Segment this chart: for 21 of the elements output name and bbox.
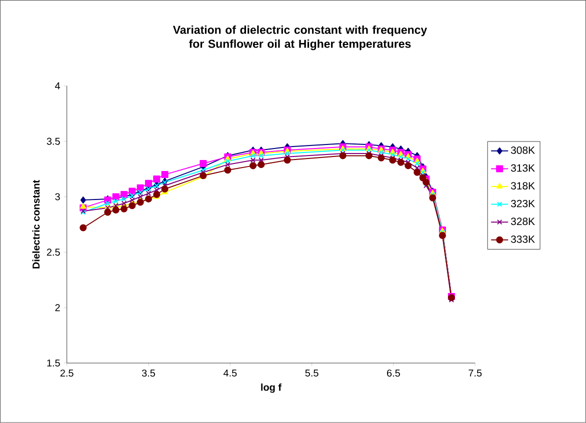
x-tick-label: 3.5: [142, 370, 156, 377]
y-tick-label: 4: [55, 82, 60, 90]
x-tick-label: 7.5: [468, 370, 482, 377]
y-tick-label: 3: [55, 193, 60, 200]
x-tick-label: 5.5: [305, 370, 318, 377]
legend-label: 323K: [510, 200, 535, 208]
x-tick-label: 4.5: [223, 370, 237, 377]
y-tick-label: 2.5: [46, 248, 60, 256]
y-tick-label: 3.5: [46, 138, 60, 145]
x-axis-title: log f: [261, 384, 282, 393]
legend-label: 308K: [510, 146, 535, 154]
y-tick-label: 1.5: [47, 360, 60, 367]
x-tick-label: 6.5: [387, 370, 400, 377]
x-tick-label: 2.5: [60, 370, 74, 377]
y-axis-title: Dielectric constant: [32, 180, 40, 268]
legend-label: 333K: [510, 236, 535, 243]
chart-title: Variation of dielectric constant with frequency for Sunflower oil at Higher temperatures: [172, 26, 428, 50]
legend-label: 318K: [510, 182, 535, 190]
y-tick-label: 2: [55, 304, 60, 312]
legend-label: 313K: [510, 164, 535, 172]
legend-label: 328K: [510, 218, 535, 226]
